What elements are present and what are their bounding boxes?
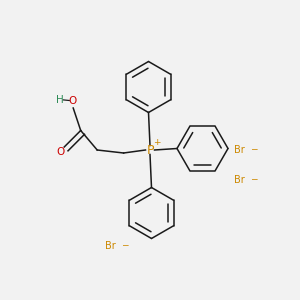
Text: −: − (250, 174, 258, 183)
Text: P: P (146, 143, 154, 157)
Text: −: − (122, 240, 129, 249)
Text: H: H (56, 95, 64, 105)
Text: O: O (56, 147, 65, 157)
Text: −: − (250, 144, 258, 153)
Text: Br: Br (234, 145, 245, 155)
Text: O: O (68, 95, 77, 106)
Text: Br: Br (105, 241, 116, 251)
Text: +: + (153, 138, 160, 147)
Text: Br: Br (234, 175, 245, 185)
